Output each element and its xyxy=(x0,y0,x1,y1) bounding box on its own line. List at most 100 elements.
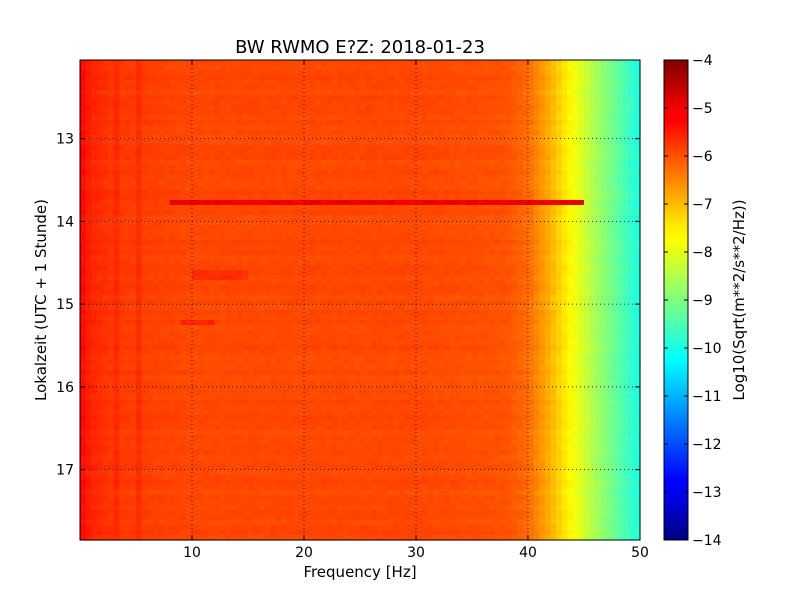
heatmap-cell xyxy=(169,185,176,191)
heatmap-cell xyxy=(203,220,210,226)
heatmap-cell xyxy=(399,75,406,81)
heatmap-cell xyxy=(584,295,591,301)
heatmap-cell xyxy=(113,290,120,296)
heatmap-cell xyxy=(253,180,260,186)
heatmap-cell xyxy=(595,240,602,246)
heatmap-cell xyxy=(175,225,182,231)
heatmap-cell xyxy=(404,150,411,156)
heatmap-cell xyxy=(108,205,115,211)
heatmap-cell xyxy=(309,85,316,91)
heatmap-cell xyxy=(376,300,383,306)
heatmap-cell xyxy=(102,285,109,291)
heatmap-cell xyxy=(388,70,395,76)
heatmap-cell xyxy=(304,140,311,146)
heatmap-cell xyxy=(623,120,630,126)
heatmap-cell xyxy=(175,165,182,171)
heatmap-cell xyxy=(242,290,249,296)
heatmap-cell xyxy=(298,250,305,256)
heatmap-cell xyxy=(248,275,255,281)
heatmap-cell xyxy=(539,275,546,281)
heatmap-cell xyxy=(343,225,350,231)
heatmap-cell xyxy=(578,265,585,271)
heatmap-cell xyxy=(164,185,171,191)
heatmap-cell xyxy=(96,150,103,156)
heatmap-cell xyxy=(85,195,92,201)
heatmap-cell xyxy=(85,250,92,256)
heatmap-cell xyxy=(348,245,355,251)
heatmap-cell xyxy=(332,275,339,281)
heatmap-cell xyxy=(348,220,355,226)
heatmap-cell xyxy=(102,155,109,161)
heatmap-cell xyxy=(634,60,641,66)
heatmap-cell xyxy=(488,95,495,101)
heatmap-cell xyxy=(304,245,311,251)
heatmap-cell xyxy=(416,155,423,161)
heatmap-cell xyxy=(169,65,176,71)
heatmap-cell xyxy=(164,65,171,71)
heatmap-cell xyxy=(516,285,523,291)
heatmap-cell xyxy=(505,200,512,206)
heatmap-cell xyxy=(376,95,383,101)
heatmap-cell xyxy=(578,295,585,301)
heatmap-cell xyxy=(85,60,92,66)
heatmap-cell xyxy=(410,215,417,221)
heatmap-cell xyxy=(612,155,619,161)
heatmap-cell xyxy=(455,225,462,231)
heatmap-cell xyxy=(113,115,120,121)
heatmap-cell xyxy=(382,240,389,246)
heatmap-cell xyxy=(203,230,210,236)
heatmap-cell xyxy=(326,305,333,311)
heatmap-cell xyxy=(544,275,551,281)
heatmap-cell xyxy=(617,270,624,276)
heatmap-cell xyxy=(208,65,215,71)
heatmap-cell xyxy=(449,155,456,161)
heatmap-cell xyxy=(578,115,585,121)
heatmap-cell xyxy=(404,85,411,91)
heatmap-cell xyxy=(158,70,165,76)
heatmap-cell xyxy=(556,205,563,211)
heatmap-cell xyxy=(332,60,339,66)
heatmap-cell xyxy=(556,80,563,86)
heatmap-cell xyxy=(410,95,417,101)
heatmap-cell xyxy=(427,245,434,251)
heatmap-cell xyxy=(628,140,635,146)
heatmap-cell xyxy=(516,130,523,136)
heatmap-cell xyxy=(192,65,199,71)
heatmap-cell xyxy=(332,135,339,141)
heatmap-cell xyxy=(623,145,630,151)
heatmap-cell xyxy=(164,230,171,236)
heatmap-cell xyxy=(169,150,176,156)
heatmap-cell xyxy=(270,90,277,96)
heatmap-cell xyxy=(130,95,137,101)
heatmap-cell xyxy=(404,160,411,166)
heatmap-cell xyxy=(304,265,311,271)
heatmap-cell xyxy=(164,95,171,101)
heatmap-cell xyxy=(449,255,456,261)
heatmap-cell xyxy=(410,135,417,141)
heatmap-cell xyxy=(326,100,333,106)
heatmap-cell xyxy=(85,115,92,121)
heatmap-cell xyxy=(505,105,512,111)
heatmap-cell xyxy=(393,100,400,106)
heatmap-cell xyxy=(584,175,591,181)
heatmap-cell xyxy=(141,290,148,296)
heatmap-cell xyxy=(399,140,406,146)
heatmap-cell xyxy=(220,115,227,121)
heatmap-cell xyxy=(320,65,327,71)
heatmap-cell xyxy=(567,265,574,271)
heatmap-cell xyxy=(264,300,271,306)
heatmap-cell xyxy=(242,305,249,311)
heatmap-cell xyxy=(180,245,187,251)
heatmap-cell xyxy=(119,300,126,306)
heatmap-cell xyxy=(180,200,187,206)
heatmap-cell xyxy=(600,300,607,306)
heatmap-cell xyxy=(421,170,428,176)
heatmap-cell xyxy=(259,295,266,301)
heatmap-cell xyxy=(410,70,417,76)
heatmap-cell xyxy=(158,160,165,166)
heatmap-cell xyxy=(444,145,451,151)
heatmap-cell xyxy=(225,90,232,96)
heatmap-cell xyxy=(584,285,591,291)
heatmap-cell xyxy=(488,185,495,191)
heatmap-cell xyxy=(388,130,395,136)
